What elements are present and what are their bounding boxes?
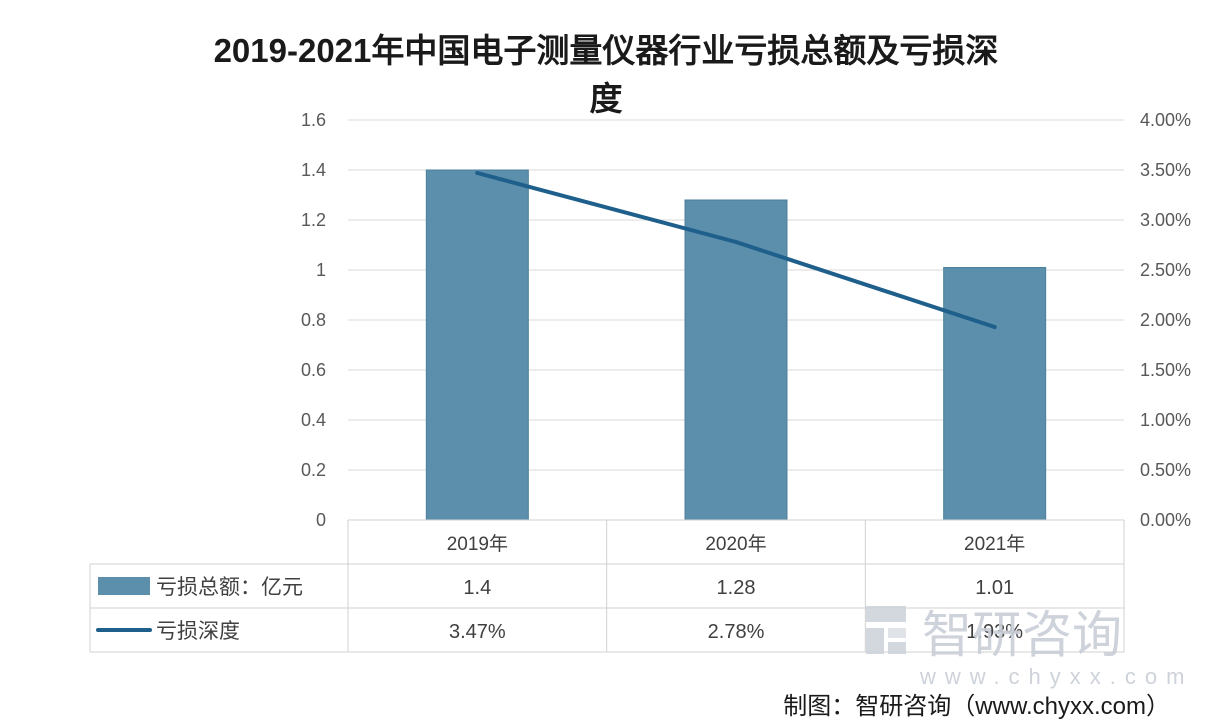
y-left-tick-label: 0.2 bbox=[301, 460, 326, 480]
y-left-tick-label: 1.4 bbox=[301, 160, 326, 180]
y-right-tick-label: 2.00% bbox=[1140, 310, 1191, 330]
data-label: 2.78% bbox=[708, 621, 765, 643]
legend-label: 亏损总额：亿元 bbox=[156, 576, 303, 599]
y-right-tick-label: 0.50% bbox=[1140, 460, 1191, 480]
bar bbox=[684, 199, 788, 521]
source-note: 制图：智研咨询（www.chyxx.com） bbox=[783, 693, 1170, 720]
watermark-url: www.chyxx.com bbox=[919, 664, 1193, 689]
chart-title-line-2: 度 bbox=[590, 80, 623, 117]
data-label: 1.28 bbox=[717, 577, 756, 599]
y-right-tick-label: 3.00% bbox=[1140, 210, 1191, 230]
legend-label: 亏损深度 bbox=[156, 620, 240, 643]
watermark-name: 智研咨询 bbox=[922, 607, 1122, 663]
legend-swatch-bar bbox=[98, 577, 150, 595]
y-left-tick-label: 1 bbox=[316, 260, 326, 280]
data-label: 1.93% bbox=[966, 621, 1023, 643]
watermark: 智研咨询 www.chyxx.com bbox=[866, 606, 1193, 689]
chart-title-line-1: 2019-2021年中国电子测量仪器行业亏损总额及亏损深 bbox=[214, 32, 999, 69]
y-axis-right: 0.00% 0.50% 1.00% 1.50% 2.00% 2.50% 3.00% 3.50%… bbox=[1140, 110, 1191, 530]
y-left-tick-label: 1.6 bbox=[301, 110, 326, 130]
y-right-tick-label: 2.50% bbox=[1140, 260, 1191, 280]
line-point bbox=[992, 325, 997, 329]
y-left-tick-label: 0.4 bbox=[301, 410, 326, 430]
y-left-tick-label: 1.2 bbox=[301, 210, 326, 230]
y-left-tick-label: 0.8 bbox=[301, 310, 326, 330]
category-label: 2021年 bbox=[964, 533, 1025, 555]
y-right-tick-label: 1.00% bbox=[1140, 410, 1191, 430]
y-left-tick-label: 0.6 bbox=[301, 360, 326, 380]
y-right-tick-label: 3.50% bbox=[1140, 160, 1191, 180]
data-label: 1.01 bbox=[975, 577, 1014, 599]
category-label: 2020年 bbox=[705, 533, 766, 555]
bar bbox=[943, 267, 1047, 521]
category-label: 2019年 bbox=[447, 533, 508, 555]
line-point bbox=[475, 171, 480, 175]
y-left-tick-label: 0 bbox=[316, 510, 326, 530]
y-axis-left: 0 0.2 0.4 0.6 0.8 1 1.2 1.4 1.6 bbox=[301, 110, 326, 530]
y-right-tick-label: 1.50% bbox=[1140, 360, 1191, 380]
y-right-tick-label: 4.00% bbox=[1140, 110, 1191, 130]
data-label: 1.4 bbox=[463, 577, 491, 599]
y-right-tick-label: 0.00% bbox=[1140, 510, 1191, 530]
data-label: 3.47% bbox=[449, 621, 506, 643]
bar bbox=[425, 169, 529, 521]
line-point bbox=[734, 240, 738, 244]
bar-series bbox=[425, 169, 1047, 521]
watermark-logo-icon bbox=[866, 606, 906, 654]
line-series bbox=[475, 171, 997, 329]
